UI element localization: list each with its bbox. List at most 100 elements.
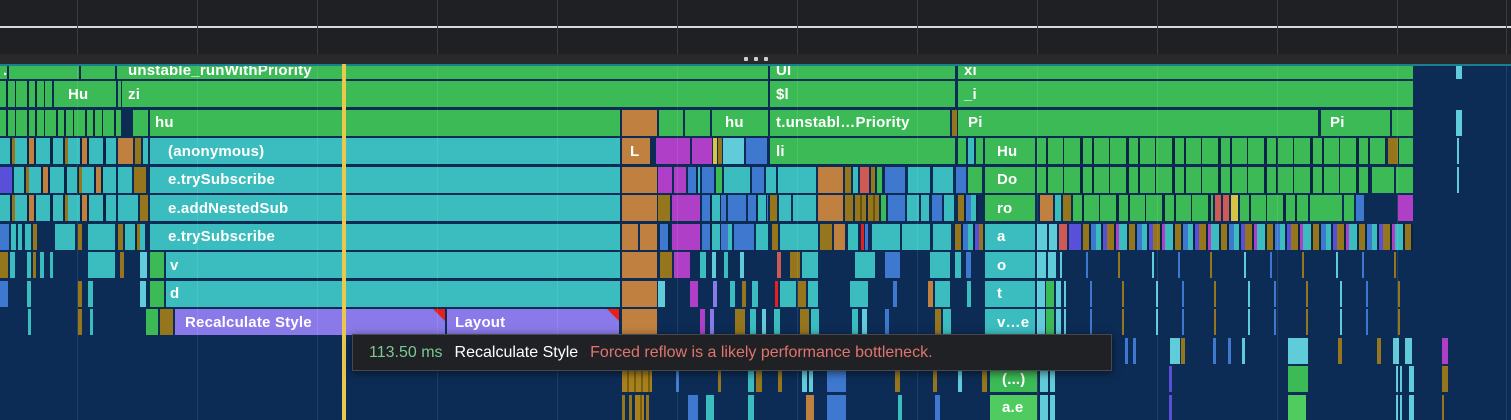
flame-block[interactable] [1372, 166, 1394, 193]
flame-block[interactable] [1223, 195, 1229, 221]
flame-block[interactable] [50, 252, 53, 278]
flame-block-pi[interactable]: Pi [1321, 109, 1390, 136]
flame-block[interactable] [622, 309, 657, 335]
flame-block[interactable] [827, 366, 846, 392]
flame-block[interactable] [735, 309, 745, 335]
flame-block[interactable] [1399, 138, 1413, 164]
flame-block[interactable] [935, 280, 950, 307]
flame-block[interactable] [713, 138, 717, 164]
flame-block[interactable] [734, 223, 754, 250]
flame-activity-texture[interactable] [1064, 280, 1413, 307]
flame-block[interactable] [1338, 337, 1342, 364]
flame-block[interactable] [1056, 280, 1061, 307]
flame-block[interactable] [779, 195, 791, 221]
flame-block[interactable] [120, 252, 124, 278]
flame-block[interactable] [25, 223, 31, 250]
flame-block-a-e[interactable]: a.e [990, 394, 1037, 420]
flame-block[interactable] [848, 223, 858, 250]
flame-block[interactable] [88, 280, 93, 307]
flame-block[interactable] [658, 166, 672, 193]
flame-block[interactable] [1213, 337, 1216, 364]
divider-drag-handle[interactable] [0, 54, 1511, 64]
flame-block[interactable] [118, 138, 133, 164]
flame-block[interactable] [1040, 195, 1053, 221]
flame-block[interactable] [18, 223, 22, 250]
flame-block[interactable] [907, 195, 919, 221]
flame-block[interactable] [118, 223, 123, 250]
flame-block[interactable] [756, 366, 762, 392]
flame-block[interactable] [818, 195, 843, 221]
flame-block[interactable] [902, 223, 930, 250]
flame-block[interactable] [1037, 252, 1046, 278]
flame-block[interactable] [935, 394, 940, 420]
flame-block[interactable] [0, 166, 12, 193]
flame-block[interactable] [955, 252, 961, 278]
flame-block[interactable] [898, 394, 902, 420]
flame-block-e-trysubscribe[interactable]: e.trySubscribe [150, 223, 620, 250]
flame-block[interactable] [752, 280, 758, 307]
flame-block[interactable] [818, 166, 843, 193]
flame-block-t[interactable]: t [985, 280, 1035, 307]
flame-activity-texture[interactable] [748, 195, 768, 221]
flame-block[interactable] [622, 109, 657, 136]
flame-block[interactable] [772, 223, 778, 250]
flame-block[interactable] [622, 394, 625, 420]
flame-block-v[interactable]: v [166, 252, 620, 278]
flame-block[interactable] [811, 309, 819, 335]
flame-activity-texture[interactable] [958, 195, 978, 221]
flame-block[interactable] [1063, 195, 1071, 221]
flame-block[interactable] [885, 166, 905, 193]
flame-block[interactable] [1456, 66, 1462, 79]
flame-block[interactable] [133, 109, 148, 136]
flame-block[interactable] [1048, 252, 1056, 278]
flame-activity-texture[interactable] [1037, 138, 1386, 164]
flame-block[interactable] [933, 366, 937, 392]
flame-block[interactable] [702, 166, 714, 193]
flame-block[interactable] [1040, 366, 1048, 392]
flame-activity-texture[interactable] [1073, 195, 1213, 221]
flame-block[interactable] [724, 252, 728, 278]
flame-block[interactable] [746, 138, 767, 164]
flame-block[interactable] [893, 280, 897, 307]
flame-block[interactable] [802, 366, 807, 392]
flame-block[interactable] [33, 252, 36, 278]
flame-block[interactable] [78, 223, 82, 250]
flame-block[interactable] [1055, 195, 1061, 221]
flame-block[interactable] [852, 309, 858, 335]
flame-block[interactable] [81, 66, 115, 79]
flame-block[interactable] [956, 166, 966, 193]
flame-block[interactable] [676, 366, 679, 392]
flame-block[interactable] [748, 366, 754, 392]
flame-block[interactable] [1398, 195, 1413, 221]
flame-block[interactable] [1046, 309, 1054, 335]
flame-block[interactable] [1392, 109, 1413, 136]
flame-block[interactable] [778, 366, 782, 392]
flame-block[interactable] [1181, 337, 1185, 364]
flame-block[interactable] [885, 252, 900, 278]
flame-block[interactable] [700, 309, 705, 335]
flame-block[interactable] [775, 280, 778, 307]
flame-block-zi[interactable]: zi [122, 81, 768, 107]
flame-block[interactable] [140, 280, 146, 307]
flame-block[interactable] [672, 195, 700, 221]
flame-activity-texture[interactable] [855, 195, 879, 221]
flame-block-d[interactable]: d [166, 280, 620, 307]
flame-block[interactable] [1457, 138, 1459, 164]
flame-block[interactable] [28, 309, 31, 335]
flame-block[interactable] [958, 366, 962, 392]
flame-block[interactable] [930, 252, 950, 278]
flame-block-ul[interactable]: Ul [770, 66, 955, 79]
flame-block-t-unstabl-priority[interactable]: t.unstabl…Priority [770, 109, 950, 136]
flame-activity-texture[interactable] [1037, 166, 1370, 193]
flame-block[interactable] [1288, 366, 1308, 392]
flame-block[interactable] [762, 309, 766, 335]
flame-block[interactable] [146, 309, 158, 335]
flame-block[interactable] [728, 195, 746, 221]
flame-block[interactable] [0, 223, 9, 250]
flame-block[interactable] [1457, 166, 1459, 193]
flame-block[interactable] [750, 309, 756, 335]
flame-block[interactable] [1228, 337, 1231, 364]
flame-block[interactable] [1215, 195, 1221, 221]
flame-block[interactable] [865, 223, 868, 250]
flame-block[interactable] [1442, 394, 1444, 420]
